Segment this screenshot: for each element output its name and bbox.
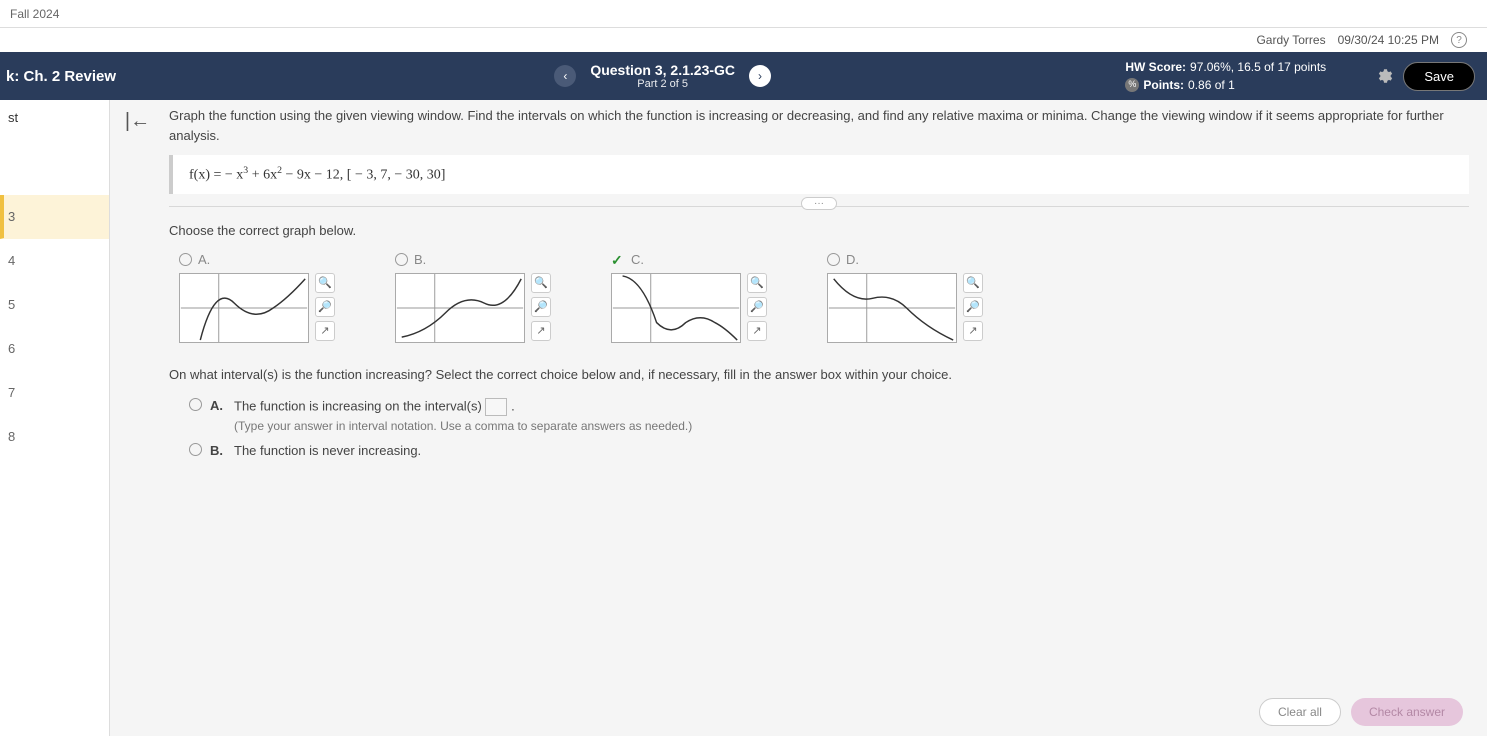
prev-question-button[interactable]: ‹ [554,65,576,87]
answer-blank-input[interactable] [485,398,507,416]
question-info: Question 3, 2.1.23-GC Part 2 of 5 [590,62,735,90]
zoom-out-icon[interactable]: 🔎 [531,297,551,317]
popout-icon[interactable]: ↗ [963,321,983,341]
graph-choice-a[interactable]: A. 🔍 🔎 ↗ [179,252,335,343]
graph-choice-b[interactable]: B. 🔍 🔎 ↗ [395,252,551,343]
graph-choice-c[interactable]: ✓ C. 🔍 🔎 ↗ [611,252,767,343]
radio-b[interactable] [395,253,408,266]
zoom-out-icon[interactable]: 🔎 [315,297,335,317]
choice-label-d: D. [846,252,859,267]
answer-choice-b[interactable]: B. The function is never increasing. [189,443,1469,458]
sidebar-item-7[interactable]: 7 [0,371,109,415]
graph-thumb-a [179,273,309,343]
homework-title: k: Ch. 2 Review [0,68,200,85]
clear-all-button[interactable]: Clear all [1259,698,1341,726]
collapse-sidebar-icon[interactable]: |← [125,110,150,133]
answer-text-a: The function is increasing on the interv… [234,398,482,413]
username: Gardy Torres [1256,33,1325,47]
gear-icon[interactable] [1375,67,1393,85]
popout-icon[interactable]: ↗ [747,321,767,341]
graph-choice-d[interactable]: D. 🔍 🔎 ↗ [827,252,983,343]
datetime: 09/30/24 10:25 PM [1338,33,1439,47]
graph-thumb-b [395,273,525,343]
choose-graph-label: Choose the correct graph below. [169,223,1469,238]
zoom-in-icon[interactable]: 🔍 [531,273,551,293]
score-block: HW Score: 97.06%, 16.5 of 17 points % Po… [1125,58,1365,94]
divider: ··· [169,206,1469,207]
sub-question: On what interval(s) is the function incr… [169,367,1469,382]
answer-choices: A. The function is increasing on the int… [169,398,1469,458]
semester-text: Fall 2024 [10,7,59,21]
browser-top-strip: Fall 2024 [0,0,1487,28]
graph-thumb-c [611,273,741,343]
sidebar-item-4[interactable]: 4 [0,239,109,283]
sidebar-item-6[interactable]: 6 [0,327,109,371]
question-list-sidebar: st 3 4 5 6 7 8 [0,100,110,736]
choice-label-b: B. [414,252,426,267]
popout-icon[interactable]: ↗ [315,321,335,341]
graph-choices-row: A. 🔍 🔎 ↗ [169,252,1469,343]
radio-d[interactable] [827,253,840,266]
answer-letter-b: B. [210,443,226,458]
zoom-in-icon[interactable]: 🔍 [963,273,983,293]
question-nav: ‹ Question 3, 2.1.23-GC Part 2 of 5 › [200,62,1125,90]
hw-score-label: HW Score: [1125,58,1186,76]
assignment-header: k: Ch. 2 Review ‹ Question 3, 2.1.23-GC … [0,52,1487,100]
user-bar: Gardy Torres 09/30/24 10:25 PM ? [0,28,1487,52]
answer-text-b: The function is never increasing. [234,443,421,458]
answer-choice-a[interactable]: A. The function is increasing on the int… [189,398,1469,433]
zoom-out-icon[interactable]: 🔎 [963,297,983,317]
choice-label-c: C. [631,252,644,267]
check-icon: ✓ [611,252,625,266]
hw-score-value: 97.06%, 16.5 of 17 points [1190,58,1326,76]
radio-answer-b[interactable] [189,443,202,456]
points-value: 0.86 of 1 [1188,76,1235,94]
collapse-column: |← [110,100,165,736]
help-icon[interactable]: ? [1451,32,1467,48]
function-expression: f(x) = − x3 + 6x2 − 9x − 12, [ − 3, 7, −… [169,155,1469,194]
graph-thumb-d [827,273,957,343]
sidebar-item-3[interactable]: 3 [0,195,109,239]
choice-label-a: A. [198,252,210,267]
points-label: Points: [1143,76,1184,94]
radio-a[interactable] [179,253,192,266]
question-part: Part 2 of 5 [590,78,735,90]
popout-icon[interactable]: ↗ [531,321,551,341]
sidebar-item-8[interactable]: 8 [0,415,109,459]
sidebar-item-5[interactable]: 5 [0,283,109,327]
points-icon: % [1125,78,1139,92]
answer-hint-a: (Type your answer in interval notation. … [234,419,692,433]
next-question-button[interactable]: › [749,65,771,87]
zoom-in-icon[interactable]: 🔍 [315,273,335,293]
bottom-button-bar: Clear all Check answer [1259,698,1463,726]
main-content: Graph the function using the given viewi… [165,100,1487,736]
radio-answer-a[interactable] [189,398,202,411]
check-answer-button[interactable]: Check answer [1351,698,1463,726]
answer-letter-a: A. [210,398,226,413]
question-prompt: Graph the function using the given viewi… [169,106,1469,145]
zoom-in-icon[interactable]: 🔍 [747,273,767,293]
zoom-out-icon[interactable]: 🔎 [747,297,767,317]
save-button[interactable]: Save [1403,62,1475,91]
expand-icon[interactable]: ··· [801,197,837,210]
question-title: Question 3, 2.1.23-GC [590,62,735,78]
sidebar-heading: st [0,100,109,135]
